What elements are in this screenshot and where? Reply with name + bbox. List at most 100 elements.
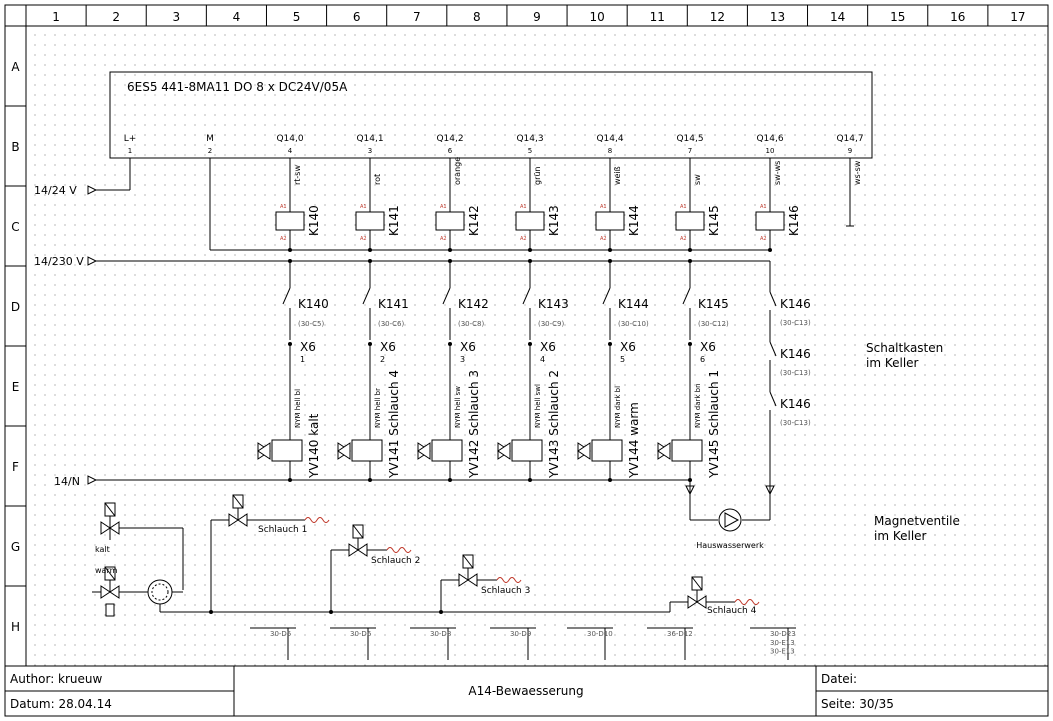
hose-label: Schlauch 3: [481, 586, 530, 596]
valve-symbol-right: [257, 442, 271, 460]
valve-symbol-right: [657, 442, 671, 460]
row-label-H: H: [11, 620, 20, 634]
contact-crossref: (30-C12): [698, 320, 729, 328]
circuit-Q14,1: rot K141 A1 A2 K141 (30-C6) X62 NYM hell br YV14…: [337, 158, 409, 482]
hose-symbol: [386, 547, 412, 553]
junction-dot: [439, 610, 443, 614]
coil-label-K141: K141: [387, 205, 401, 236]
column-label-8: 8: [473, 10, 481, 24]
contact-label-K141: K141: [378, 297, 409, 311]
contact-label-K145: K145: [698, 297, 729, 311]
row-label-D: D: [11, 300, 20, 314]
column-label-10: 10: [589, 10, 604, 24]
terminal-lplus-number: 1: [128, 147, 132, 155]
k146-contact: [769, 391, 777, 407]
junction-dot: [528, 248, 532, 252]
hose-valve: [458, 554, 478, 587]
coil-a1: A1: [520, 204, 527, 210]
hose-valve: [687, 576, 707, 609]
column-label-3: 3: [172, 10, 180, 24]
k146-contact: [769, 341, 777, 357]
x6-label: X6: [380, 340, 396, 354]
actuator-mark: [462, 554, 474, 569]
grid-dots: [26, 26, 1047, 666]
x6-label: X6: [620, 340, 636, 354]
crossref-label: 30-D5: [270, 630, 291, 638]
hose-label: Schlauch 2: [371, 556, 420, 566]
wire-color-label: sw-ws: [773, 161, 782, 185]
coil-label-K146: K146: [787, 205, 801, 236]
circuit-Q14,3: grün K143 A1 A2 K143 (30-C9) X64 NYM hell swl YV…: [497, 158, 569, 482]
cable-label: NYM dark bn: [694, 383, 702, 428]
column-label-5: 5: [293, 10, 301, 24]
k146-contact-crossref: (30-C13): [780, 369, 811, 377]
column-label-16: 16: [950, 10, 965, 24]
column-label-12: 12: [710, 10, 725, 24]
circuit-Q14,7: ws-sw: [846, 158, 862, 227]
actuator-mark: [104, 566, 116, 581]
wire-color-label: grün: [533, 166, 542, 185]
valve-label: YV142 Schlauch 3: [467, 370, 481, 479]
relay-coil-K140: [275, 211, 305, 231]
junction-dot: [288, 248, 292, 252]
hose-symbol: [496, 577, 522, 583]
valve-half: [357, 543, 368, 557]
relay-coil-K146: [755, 211, 785, 231]
valve-half: [228, 513, 239, 527]
valve-symbol-right: [497, 442, 511, 460]
coil-a1: A1: [600, 204, 607, 210]
output-address-Q14,3: Q14,3: [516, 134, 543, 144]
actuator-mark: [232, 494, 244, 509]
relay-contact-K143: [522, 287, 531, 305]
output-terminal-number: 7: [688, 147, 692, 155]
junction-dot: [528, 478, 532, 482]
dot-grid: [26, 26, 1047, 666]
wire-color-label: ws-sw: [853, 160, 862, 185]
coil-a2: A2: [600, 236, 607, 242]
contact-crossref: (30-C5): [298, 320, 325, 328]
label-kalt: kalt: [95, 545, 110, 554]
output-address-Q14,6: Q14,6: [756, 134, 783, 144]
solenoid-valve-K143: [511, 439, 543, 462]
output-address-Q14,4: Q14,4: [596, 134, 623, 144]
output-terminal-number: 6: [448, 147, 453, 155]
solenoid-valve-K145: [671, 439, 703, 462]
cable-label: NYM dark bl: [614, 386, 622, 428]
solenoid-valve-K142: [431, 439, 463, 462]
wire-color-label: rt-sw: [293, 165, 302, 185]
x6-terminal-number: 5: [620, 355, 625, 364]
terminal-m-label: M: [206, 134, 214, 144]
output-terminal-number: 9: [848, 147, 852, 155]
crossref-label: 30-D6: [350, 630, 372, 638]
coil-a1: A1: [680, 204, 687, 210]
row-label-C: C: [11, 220, 19, 234]
contact-crossref: (30-C8): [458, 320, 485, 328]
solenoid-valve-K144: [591, 439, 623, 462]
column-label-1: 1: [52, 10, 60, 24]
valve-symbol-right: [337, 442, 351, 460]
x6-label: X6: [540, 340, 556, 354]
k146-contact-crossref: (30-C13): [780, 419, 811, 427]
drawing-title: A14-Bewaesserung: [468, 684, 583, 698]
terminal-m-number: 2: [208, 147, 212, 155]
relay-contact-K140: [282, 287, 291, 305]
junction-dot: [368, 248, 372, 252]
valve-label: YV145 Schlauch 1: [707, 370, 721, 479]
plc-output-module: 6ES5 441-8MA11 DO 8 x DC24V/05A L+ M 1 2 Q14,…: [109, 71, 873, 159]
mixing-valve-inner: [151, 583, 169, 601]
pump-arrow: [724, 512, 740, 528]
relay-contact-K141: [362, 287, 371, 305]
contact-crossref: (30-C6): [378, 320, 405, 328]
contact-label-K144: K144: [618, 297, 649, 311]
hose-valve: [228, 494, 248, 527]
relay-coil-K143: [515, 211, 545, 231]
row-label-E: E: [12, 380, 20, 394]
relay-coil-K142: [435, 211, 465, 231]
valve-half: [696, 595, 707, 609]
page-number: Seite: 30/35: [821, 697, 894, 711]
output-address-Q14,1: Q14,1: [356, 134, 383, 144]
coil-a2: A2: [520, 236, 527, 242]
coil-a2: A2: [360, 236, 367, 242]
rail-230v-label: 14/230 V: [34, 255, 84, 268]
